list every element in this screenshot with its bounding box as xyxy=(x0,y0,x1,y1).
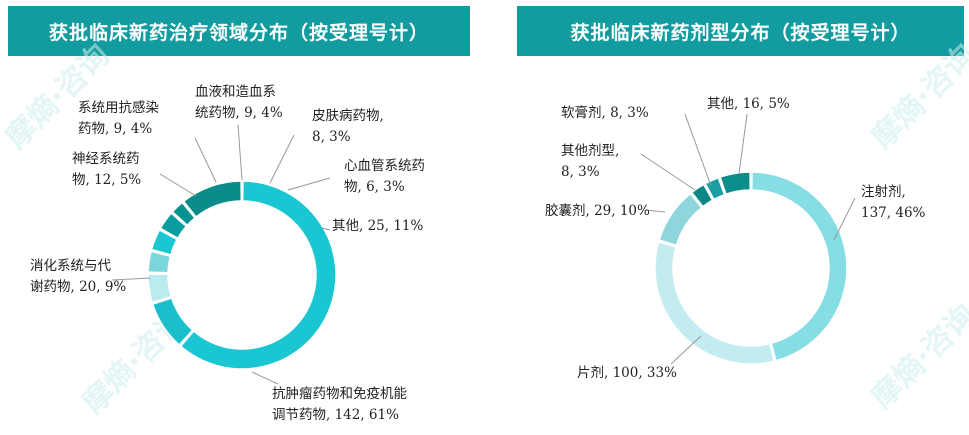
left-chart-panel: 获批临床新药治疗领域分布（按受理号计） 摩熵·咨询 摩熵·咨询 抗肿瘤药物和免疫机… xyxy=(0,0,480,435)
leader-line xyxy=(640,153,696,191)
slice-label-line: 抗肿瘤药物和免疫机能 xyxy=(272,385,407,402)
slice-label-line: 调节药物, 142, 61% xyxy=(272,407,399,423)
slice-label-line: 胶囊剂, 29, 10% xyxy=(545,202,650,219)
donut-slice xyxy=(654,241,776,365)
donut-slice xyxy=(690,183,714,208)
slice-label-line: 统药物, 9, 4% xyxy=(195,105,283,121)
slice-label-line: 片剂, 100, 33% xyxy=(577,365,677,381)
slice-label-line: 8, 3% xyxy=(312,129,351,145)
right-chart-panel: 获批临床新药剂型分布（按受理号计） 摩熵·咨询 摩熵·咨询 注射剂, 137, 46… xyxy=(489,0,969,435)
slice-label-line: 其他剂型, xyxy=(561,143,619,159)
slice-label-line: 物, 6, 3% xyxy=(344,179,405,195)
slice-label-line: 谢药物, 20, 9% xyxy=(30,279,126,295)
watermark-text: 摩熵·咨询 xyxy=(865,298,969,416)
donut-slice xyxy=(719,171,751,196)
slice-label-line: 血液和造血系 xyxy=(195,84,276,100)
slice-label: 注射剂, 137, 46% xyxy=(861,184,926,221)
slice-label: 其他, 16, 5% xyxy=(707,96,790,112)
slice-label: 其他, 25, 11% xyxy=(332,218,424,234)
slice-label: 其他剂型, 8, 3% xyxy=(561,143,619,180)
leader-line xyxy=(111,277,151,281)
slice-label: 心血管系统药物, 6, 3% xyxy=(344,158,425,195)
slice-label-line: 系统用抗感染 xyxy=(78,99,159,116)
left-donut-slices xyxy=(147,180,337,370)
watermark-text: 摩熵·咨询 xyxy=(865,38,969,156)
slice-label: 皮肤病药物, 8, 3% xyxy=(312,108,384,145)
watermark-text: 摩熵·咨询 xyxy=(0,38,117,156)
donut-slice xyxy=(150,228,179,256)
donut-slice xyxy=(751,171,848,362)
slice-label-line: 心血管系统药 xyxy=(344,158,425,174)
slice-label: 胶囊剂, 29, 10% xyxy=(545,202,650,219)
slice-label-line: 137, 46% xyxy=(861,205,926,221)
leader-line xyxy=(194,137,217,183)
slice-label-line: 消化系统与代 xyxy=(30,258,111,274)
slice-label: 系统用抗感染药物, 9, 4% xyxy=(78,99,159,137)
slice-label: 消化系统与代谢药物, 20, 9% xyxy=(30,258,126,295)
donut-slice xyxy=(171,201,196,227)
leader-line xyxy=(833,197,856,241)
left-leader-lines xyxy=(111,124,331,385)
donut-slice xyxy=(159,212,188,240)
leader-line xyxy=(251,371,279,385)
right-donut-slices xyxy=(654,171,848,365)
leader-line xyxy=(670,335,702,365)
slice-label: 抗肿瘤药物和免疫机能调节药物, 142, 61% xyxy=(272,385,407,423)
slice-label-line: 其他, 25, 11% xyxy=(332,218,424,234)
slice-label: 片剂, 100, 33% xyxy=(577,365,677,381)
donut-slice xyxy=(179,180,337,370)
leader-line xyxy=(738,113,748,175)
slice-label: 软膏剂, 8, 3% xyxy=(561,104,649,121)
right-leader-lines xyxy=(640,113,856,365)
leader-line xyxy=(237,124,243,181)
slice-label-line: 药物, 9, 4% xyxy=(78,121,152,137)
slice-label-line: 其他, 16, 5% xyxy=(707,96,790,112)
leader-line xyxy=(269,134,295,184)
donut-slice xyxy=(658,192,703,247)
donut-slice xyxy=(182,180,243,219)
slice-label-line: 物, 12, 5% xyxy=(72,172,141,188)
leader-line xyxy=(321,227,331,231)
donut-slice xyxy=(147,250,172,274)
slice-label-line: 注射剂, xyxy=(861,184,906,200)
leader-line xyxy=(644,209,666,213)
slice-label-line: 神经系统药 xyxy=(72,151,140,167)
donut-slice xyxy=(151,297,194,347)
right-slice-labels: 注射剂, 137, 46% 片剂, 100, 33% 胶囊剂, 29, 10% 其他剂型… xyxy=(545,96,926,381)
leader-line xyxy=(159,173,197,197)
left-slice-labels: 抗肿瘤药物和免疫机能调节药物, 142, 61% 消化系统与代谢药物, 20, 9… xyxy=(30,84,425,423)
leader-line xyxy=(684,113,712,187)
left-chart-title: 获批临床新药治疗领域分布（按受理号计） xyxy=(8,6,470,56)
slice-label: 血液和造血系统药物, 9, 4% xyxy=(195,84,283,121)
right-chart-title: 获批临床新药剂型分布（按受理号计） xyxy=(517,6,964,56)
slice-label: 神经系统药物, 12, 5% xyxy=(72,151,141,188)
slice-label-line: 软膏剂, 8, 3% xyxy=(561,104,649,121)
leader-line xyxy=(287,177,331,191)
slice-label-line: 皮肤病药物, xyxy=(312,108,384,124)
slice-label-line: 8, 3% xyxy=(561,164,600,180)
donut-slice xyxy=(147,273,173,304)
